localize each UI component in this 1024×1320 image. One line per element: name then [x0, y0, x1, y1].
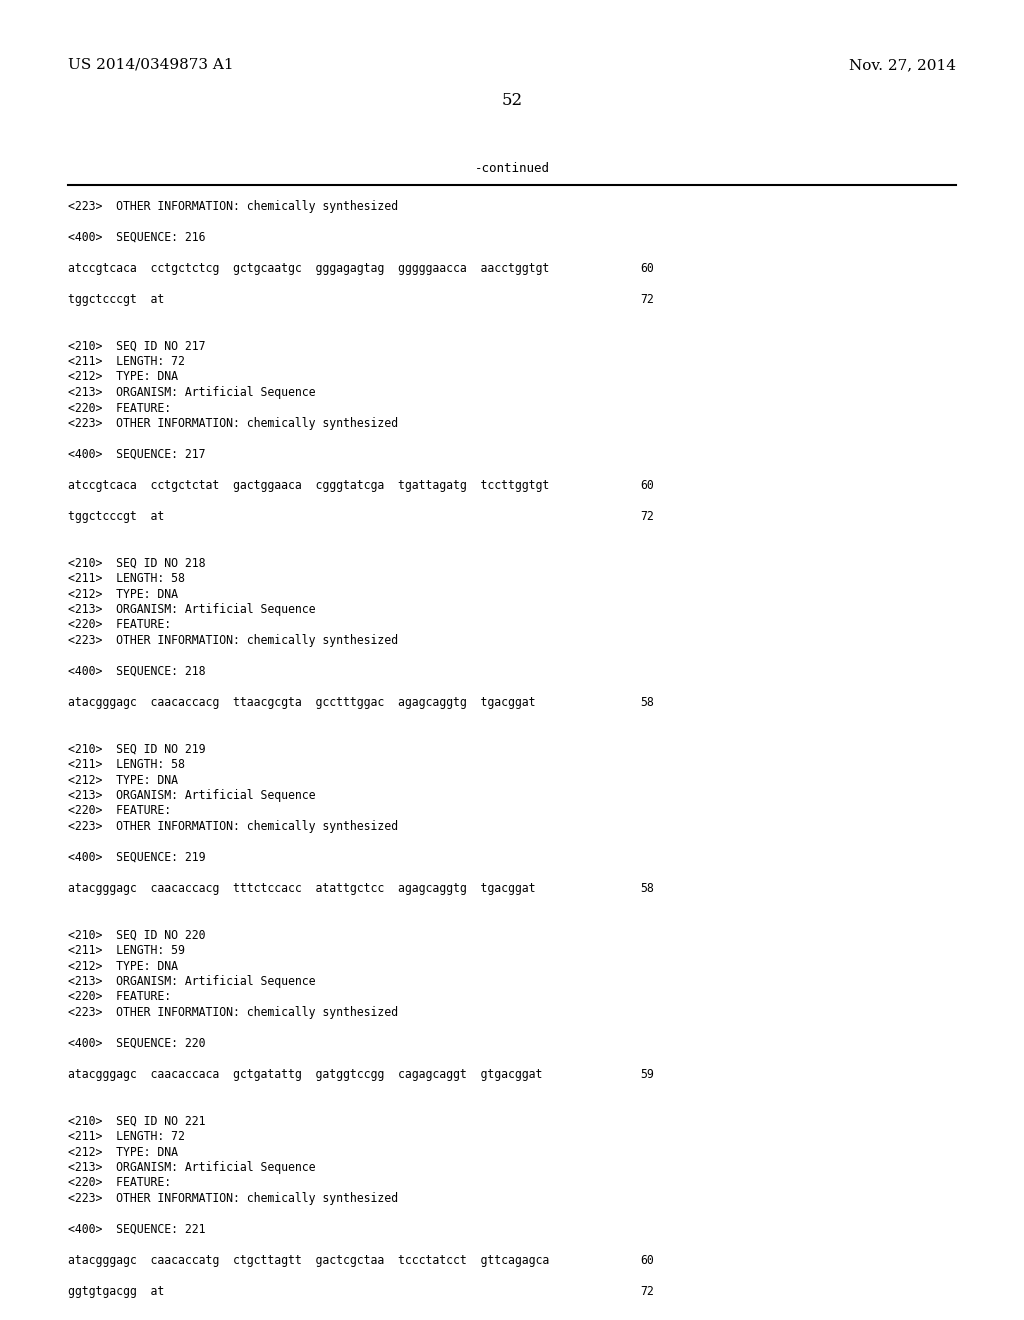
Text: atacgggagc  caacaccatg  ctgcttagtt  gactcgctaa  tccctatcct  gttcagagca: atacgggagc caacaccatg ctgcttagtt gactcgc…: [68, 1254, 549, 1267]
Text: atccgtcaca  cctgctctat  gactggaaca  cgggtatcga  tgattagatg  tccttggtgt: atccgtcaca cctgctctat gactggaaca cgggtat…: [68, 479, 549, 492]
Text: 58: 58: [640, 882, 653, 895]
Text: tggctcccgt  at: tggctcccgt at: [68, 293, 164, 306]
Text: <212>  TYPE: DNA: <212> TYPE: DNA: [68, 960, 178, 973]
Text: 72: 72: [640, 1284, 653, 1298]
Text: <212>  TYPE: DNA: <212> TYPE: DNA: [68, 371, 178, 384]
Text: <210>  SEQ ID NO 220: <210> SEQ ID NO 220: [68, 928, 206, 941]
Text: <210>  SEQ ID NO 218: <210> SEQ ID NO 218: [68, 557, 206, 569]
Text: <400>  SEQUENCE: 221: <400> SEQUENCE: 221: [68, 1224, 206, 1236]
Text: <220>  FEATURE:: <220> FEATURE:: [68, 804, 171, 817]
Text: <400>  SEQUENCE: 219: <400> SEQUENCE: 219: [68, 851, 206, 865]
Text: <212>  TYPE: DNA: <212> TYPE: DNA: [68, 587, 178, 601]
Text: <213>  ORGANISM: Artificial Sequence: <213> ORGANISM: Artificial Sequence: [68, 385, 315, 399]
Text: 58: 58: [640, 696, 653, 709]
Text: <400>  SEQUENCE: 216: <400> SEQUENCE: 216: [68, 231, 206, 244]
Text: <223>  OTHER INFORMATION: chemically synthesized: <223> OTHER INFORMATION: chemically synt…: [68, 201, 398, 213]
Text: 60: 60: [640, 479, 653, 492]
Text: <223>  OTHER INFORMATION: chemically synthesized: <223> OTHER INFORMATION: chemically synt…: [68, 820, 398, 833]
Text: <400>  SEQUENCE: 220: <400> SEQUENCE: 220: [68, 1038, 206, 1049]
Text: atacgggagc  caacaccacg  tttctccacc  atattgctcc  agagcaggtg  tgacggat: atacgggagc caacaccacg tttctccacc atattgc…: [68, 882, 536, 895]
Text: ggtgtgacgg  at: ggtgtgacgg at: [68, 1284, 164, 1298]
Text: <212>  TYPE: DNA: <212> TYPE: DNA: [68, 1146, 178, 1159]
Text: 60: 60: [640, 261, 653, 275]
Text: <211>  LENGTH: 58: <211> LENGTH: 58: [68, 758, 185, 771]
Text: atacgggagc  caacaccaca  gctgatattg  gatggtccgg  cagagcaggt  gtgacggat: atacgggagc caacaccaca gctgatattg gatggtc…: [68, 1068, 543, 1081]
Text: <211>  LENGTH: 72: <211> LENGTH: 72: [68, 1130, 185, 1143]
Text: <223>  OTHER INFORMATION: chemically synthesized: <223> OTHER INFORMATION: chemically synt…: [68, 634, 398, 647]
Text: <220>  FEATURE:: <220> FEATURE:: [68, 619, 171, 631]
Text: <211>  LENGTH: 59: <211> LENGTH: 59: [68, 944, 185, 957]
Text: <220>  FEATURE:: <220> FEATURE:: [68, 1176, 171, 1189]
Text: US 2014/0349873 A1: US 2014/0349873 A1: [68, 58, 233, 73]
Text: atacgggagc  caacaccacg  ttaacgcgta  gcctttggac  agagcaggtg  tgacggat: atacgggagc caacaccacg ttaacgcgta gcctttg…: [68, 696, 536, 709]
Text: <223>  OTHER INFORMATION: chemically synthesized: <223> OTHER INFORMATION: chemically synt…: [68, 1006, 398, 1019]
Text: 60: 60: [640, 1254, 653, 1267]
Text: <211>  LENGTH: 58: <211> LENGTH: 58: [68, 572, 185, 585]
Text: <223>  OTHER INFORMATION: chemically synthesized: <223> OTHER INFORMATION: chemically synt…: [68, 1192, 398, 1205]
Text: <223>  OTHER INFORMATION: chemically synthesized: <223> OTHER INFORMATION: chemically synt…: [68, 417, 398, 430]
Text: <400>  SEQUENCE: 218: <400> SEQUENCE: 218: [68, 665, 206, 678]
Text: <400>  SEQUENCE: 217: <400> SEQUENCE: 217: [68, 447, 206, 461]
Text: <212>  TYPE: DNA: <212> TYPE: DNA: [68, 774, 178, 787]
Text: 52: 52: [502, 92, 522, 110]
Text: <210>  SEQ ID NO 219: <210> SEQ ID NO 219: [68, 742, 206, 755]
Text: atccgtcaca  cctgctctcg  gctgcaatgc  gggagagtag  gggggaacca  aacctggtgt: atccgtcaca cctgctctcg gctgcaatgc gggagag…: [68, 261, 549, 275]
Text: 59: 59: [640, 1068, 653, 1081]
Text: <213>  ORGANISM: Artificial Sequence: <213> ORGANISM: Artificial Sequence: [68, 603, 315, 616]
Text: <211>  LENGTH: 72: <211> LENGTH: 72: [68, 355, 185, 368]
Text: <213>  ORGANISM: Artificial Sequence: <213> ORGANISM: Artificial Sequence: [68, 789, 315, 803]
Text: tggctcccgt  at: tggctcccgt at: [68, 510, 164, 523]
Text: Nov. 27, 2014: Nov. 27, 2014: [849, 58, 956, 73]
Text: 72: 72: [640, 510, 653, 523]
Text: <220>  FEATURE:: <220> FEATURE:: [68, 990, 171, 1003]
Text: <213>  ORGANISM: Artificial Sequence: <213> ORGANISM: Artificial Sequence: [68, 975, 315, 987]
Text: <213>  ORGANISM: Artificial Sequence: <213> ORGANISM: Artificial Sequence: [68, 1162, 315, 1173]
Text: <210>  SEQ ID NO 221: <210> SEQ ID NO 221: [68, 1114, 206, 1127]
Text: 72: 72: [640, 293, 653, 306]
Text: -continued: -continued: [474, 162, 550, 176]
Text: <210>  SEQ ID NO 217: <210> SEQ ID NO 217: [68, 339, 206, 352]
Text: <220>  FEATURE:: <220> FEATURE:: [68, 401, 171, 414]
